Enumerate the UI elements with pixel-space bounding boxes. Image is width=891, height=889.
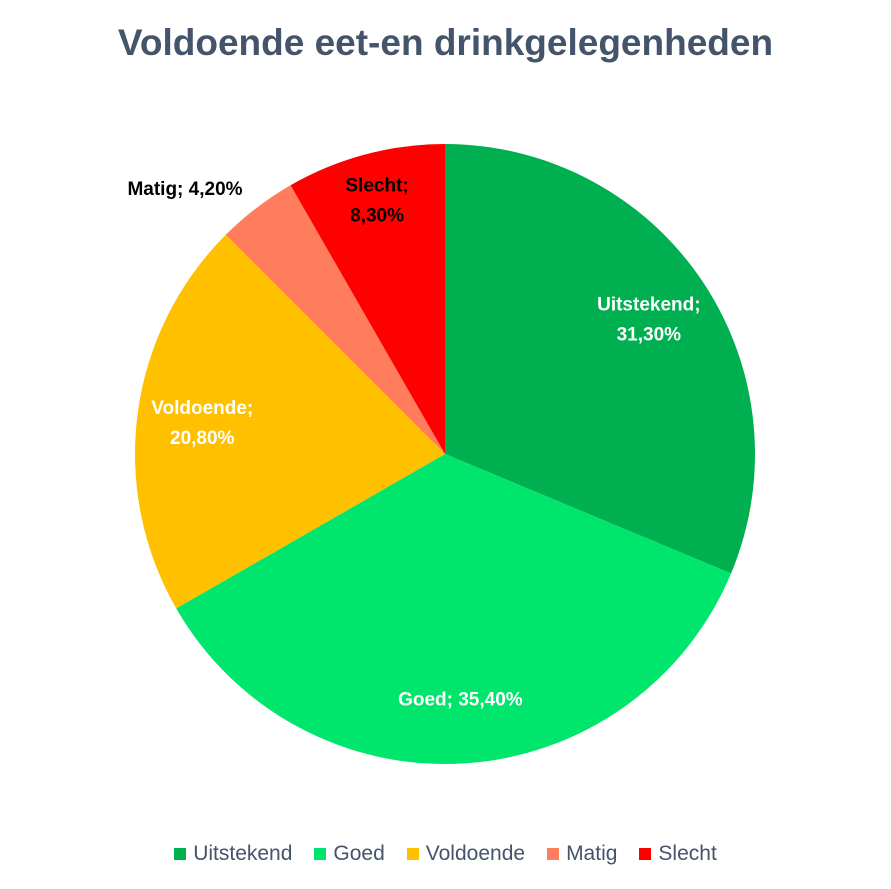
pie-slice-voldoende [135, 234, 445, 609]
pie-slice-uitstekend [445, 144, 756, 574]
legend-item-matig: Matig [547, 842, 617, 866]
data-label-slecht: Slecht; 8,30% [345, 175, 408, 226]
legend-label: Voldoende [425, 842, 526, 865]
legend-item-voldoende: Voldoende [406, 842, 526, 866]
legend-item-uitstekend: Uitstekend [174, 842, 292, 866]
pie-slice-goed [176, 454, 732, 764]
data-label-uitstekend: Uitstekend; 31,30% [597, 294, 700, 345]
legend-label: Slecht [658, 842, 717, 865]
legend-swatch [174, 848, 187, 860]
chart-title: Voldoende eet-en drinkgelegenheden [117, 22, 774, 63]
pie-slice-matig [225, 185, 445, 455]
legend-swatch [406, 848, 419, 860]
legend-item-goed: Goed [314, 842, 385, 866]
legend-label: Matig [566, 842, 618, 865]
data-label-goed: Goed; 35,40% [398, 689, 523, 710]
legend-swatch [314, 848, 327, 860]
pie-slice-slecht [290, 144, 445, 454]
data-label-voldoende: Voldoende; 20,80% [151, 398, 253, 449]
legend-swatch [547, 848, 560, 860]
legend: Uitstekend Goed Voldoende Matig Slecht [0, 842, 891, 866]
legend-label: Goed [333, 842, 385, 865]
data-label-matig: Matig; 4,20% [127, 179, 242, 200]
legend-swatch [639, 848, 652, 860]
legend-label: Uitstekend [193, 842, 293, 865]
legend-item-slecht: Slecht [639, 842, 717, 866]
